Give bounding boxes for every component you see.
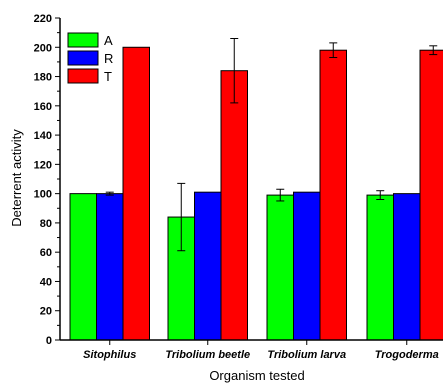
legend-label-T: T	[104, 69, 112, 84]
bar-T-2	[319, 49, 347, 341]
y-tick-label-40: 40	[40, 276, 52, 288]
y-tick-label-200: 200	[34, 42, 52, 54]
legend-swatch-R	[67, 50, 99, 66]
bar-T-3	[419, 49, 443, 341]
error-bars-layer	[105, 37, 438, 252]
bar-R-3	[393, 193, 421, 341]
bar-R-2	[293, 191, 321, 341]
category-label-3: Trogoderma	[375, 349, 439, 361]
y-axis-title: Deterrent activity	[9, 129, 24, 227]
y-tick-label-160: 160	[34, 101, 52, 113]
bar-R-1	[194, 191, 222, 341]
legend: ART	[67, 32, 113, 84]
y-tick-label-80: 80	[40, 218, 52, 230]
y-tick-label-120: 120	[34, 159, 52, 171]
y-tick-label-140: 140	[34, 130, 52, 142]
bars-layer	[69, 46, 443, 341]
category-label-0: Sitophilus	[83, 349, 136, 361]
bar-T-1	[220, 70, 248, 341]
bar-R-0	[96, 193, 124, 341]
bar-T-0	[122, 46, 150, 341]
y-tick-label-20: 20	[40, 306, 52, 318]
y-tick-label-220: 220	[34, 13, 52, 25]
legend-swatch-T	[67, 68, 99, 84]
bar-A-0	[69, 193, 97, 341]
legend-label-A: A	[104, 33, 113, 48]
legend-label-R: R	[104, 51, 113, 66]
axes-layer: Sitophilus Tribolium beetle Tribolium larv…	[34, 13, 443, 361]
category-label-2: Tribolium larva	[267, 349, 346, 361]
y-tick-label-0: 0	[46, 335, 52, 347]
y-tick-label-100: 100	[34, 189, 52, 201]
y-tick-label-60: 60	[40, 247, 52, 259]
legend-swatch-A	[67, 32, 99, 48]
x-axis-title: Organism tested	[209, 368, 304, 383]
category-label-1: Tribolium beetle	[165, 349, 250, 361]
y-tick-label-180: 180	[34, 72, 52, 84]
bar-A-2	[266, 194, 294, 341]
bar-A-3	[366, 194, 394, 341]
